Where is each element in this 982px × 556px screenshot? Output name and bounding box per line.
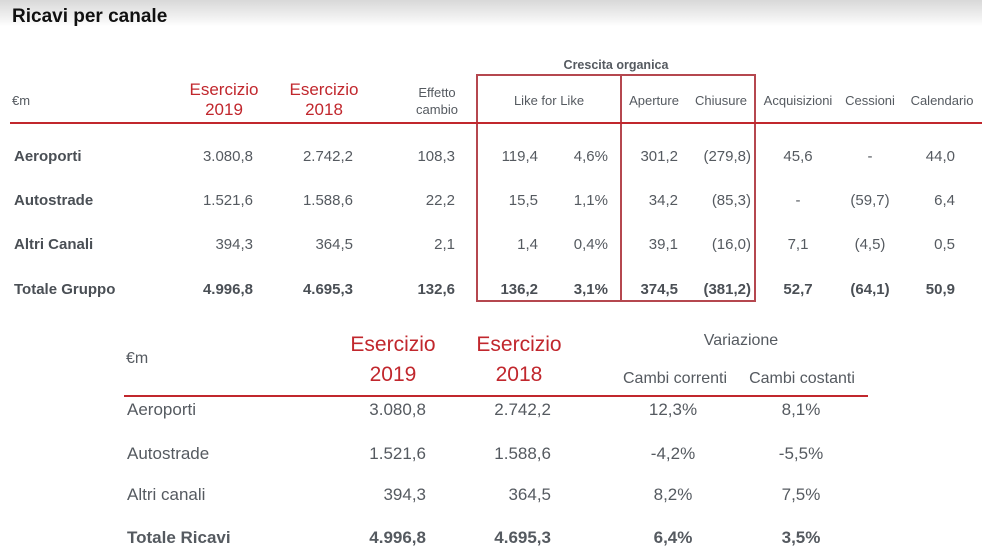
cell-aperture: 34,2 — [648, 192, 678, 209]
cell-ex2018: 1.588,6 — [302, 192, 353, 209]
col-header-acquisizioni: Acquisizioni — [763, 93, 833, 108]
page-title: Ricavi per canale — [12, 6, 168, 27]
cell-acquisizioni: - — [795, 192, 801, 209]
t2-col-header-2018: Esercizio 2018 — [476, 330, 561, 390]
cell-ex2019: 3.080,8 — [202, 148, 253, 165]
t2-col-header-2019: Esercizio 2019 — [350, 330, 435, 390]
t2-col-header-correnti: Cambi correnti — [622, 370, 728, 387]
cell-costanti: -5,5% — [778, 444, 824, 463]
cell-lfl: 15,5 — [508, 192, 538, 209]
col-header-2018: Esercizio 2018 — [290, 80, 359, 120]
cell-ex2018: 2.742,2 — [494, 400, 551, 419]
cell-ex2018: 1.588,6 — [494, 444, 551, 463]
col-header-2019: Esercizio 2019 — [190, 80, 259, 120]
cell-aperture: 39,1 — [648, 236, 678, 253]
cell-chiusure: (16,0) — [711, 236, 751, 253]
table1-header-rule — [10, 122, 982, 124]
unit-label-2: €m — [126, 350, 149, 367]
cell-aperture: 301,2 — [640, 148, 678, 165]
cell-cessioni: (59,7) — [850, 192, 890, 209]
cell-ex2018: 4.695,3 — [494, 528, 551, 547]
row-label: Autostrade — [127, 444, 210, 463]
cell-ex2019: 1.521,6 — [369, 444, 426, 463]
cell-ex2019: 1.521,6 — [202, 192, 253, 209]
cell-ex2018: 364,5 — [315, 236, 353, 253]
cell-ex2019: 4.996,8 — [369, 528, 426, 547]
cell-fx: 132,6 — [417, 281, 455, 298]
cell-chiusure: (85,3) — [711, 192, 751, 209]
cell-ex2018: 364,5 — [508, 485, 551, 504]
cell-calendario: 44,0 — [925, 148, 955, 165]
col-header-aperture: Aperture — [629, 93, 679, 108]
unit-label: €m — [12, 93, 31, 108]
cell-correnti: 12,3% — [648, 400, 698, 419]
col-header-2019-line1: Esercizio — [189, 80, 259, 99]
t2-col-header-2018-line1: Esercizio — [476, 333, 562, 356]
cell-aperture: 374,5 — [640, 281, 678, 298]
cell-calendario: 50,9 — [925, 281, 955, 298]
row-label: Totale Gruppo — [14, 281, 116, 298]
top-gradient-bar — [0, 0, 982, 26]
cell-ex2018: 2.742,2 — [302, 148, 353, 165]
cell-acquisizioni: 7,1 — [787, 236, 809, 253]
row-label: Altri canali — [127, 485, 206, 504]
col-header-fx-line2: cambio — [416, 102, 458, 117]
organic-growth-box — [476, 74, 756, 302]
col-header-fx: Effetto cambio — [416, 84, 458, 118]
cell-fx: 22,2 — [425, 192, 455, 209]
cell-correnti: 6,4% — [653, 528, 693, 547]
cell-acquisizioni: 45,6 — [783, 148, 813, 165]
row-label: Autostrade — [14, 192, 94, 209]
cell-ex2018: 4.695,3 — [302, 281, 353, 298]
cell-cessioni: - — [867, 148, 873, 165]
col-header-2018-line2: 2018 — [305, 100, 343, 119]
cell-lfl: 136,2 — [500, 281, 538, 298]
col-header-cessioni: Cessioni — [845, 93, 895, 108]
cell-lfl_pct: 1,1% — [573, 192, 608, 209]
cell-correnti: -4,2% — [650, 444, 696, 463]
cell-ex2019: 394,3 — [215, 236, 253, 253]
cell-lfl: 119,4 — [501, 148, 538, 165]
t2-col-header-costanti: Cambi costanti — [749, 370, 855, 387]
col-header-2019-line2: 2019 — [205, 100, 243, 119]
table2-header-rule — [124, 395, 868, 397]
cell-lfl: 1,4 — [517, 236, 538, 253]
cell-lfl_pct: 4,6% — [573, 148, 608, 165]
cell-costanti: 7,5% — [781, 485, 821, 504]
row-label: Totale Ricavi — [127, 528, 231, 547]
cell-calendario: 0,5 — [934, 236, 955, 253]
cell-cessioni: (4,5) — [854, 236, 886, 253]
cell-ex2019: 4.996,8 — [202, 281, 253, 298]
t2-col-header-2019-line1: Esercizio — [350, 333, 436, 356]
cell-chiusure: (279,8) — [703, 148, 751, 165]
cell-correnti: 8,2% — [653, 485, 693, 504]
col-header-lfl: Like for Like — [513, 93, 585, 108]
col-header-2018-line1: Esercizio — [289, 80, 359, 99]
cell-acquisizioni: 52,7 — [783, 281, 813, 298]
cell-lfl_pct: 0,4% — [573, 236, 608, 253]
col-header-chiusure: Chiusure — [694, 93, 748, 108]
t2-col-header-2019-line2: 2019 — [369, 363, 417, 386]
cell-lfl_pct: 3,1% — [573, 281, 608, 298]
organic-growth-divider — [620, 74, 622, 302]
cell-ex2019: 394,3 — [383, 485, 426, 504]
row-label: Aeroporti — [127, 400, 196, 419]
t2-col-header-2018-line2: 2018 — [495, 363, 543, 386]
row-label: Altri Canali — [14, 236, 94, 253]
cell-cessioni: (64,1) — [850, 281, 890, 298]
col-header-fx-line1: Effetto — [418, 85, 456, 100]
group-header-organic-growth: Crescita organica — [563, 58, 669, 72]
col-header-calendario: Calendario — [910, 93, 974, 108]
t2-group-header-variazione: Variazione — [703, 332, 779, 349]
cell-costanti: 8,1% — [781, 400, 821, 419]
cell-costanti: 3,5% — [781, 528, 821, 547]
cell-chiusure: (381,2) — [703, 281, 751, 298]
row-label: Aeroporti — [14, 148, 82, 165]
cell-fx: 2,1 — [434, 236, 455, 253]
cell-ex2019: 3.080,8 — [369, 400, 426, 419]
cell-fx: 108,3 — [417, 148, 455, 165]
cell-calendario: 6,4 — [934, 192, 955, 209]
